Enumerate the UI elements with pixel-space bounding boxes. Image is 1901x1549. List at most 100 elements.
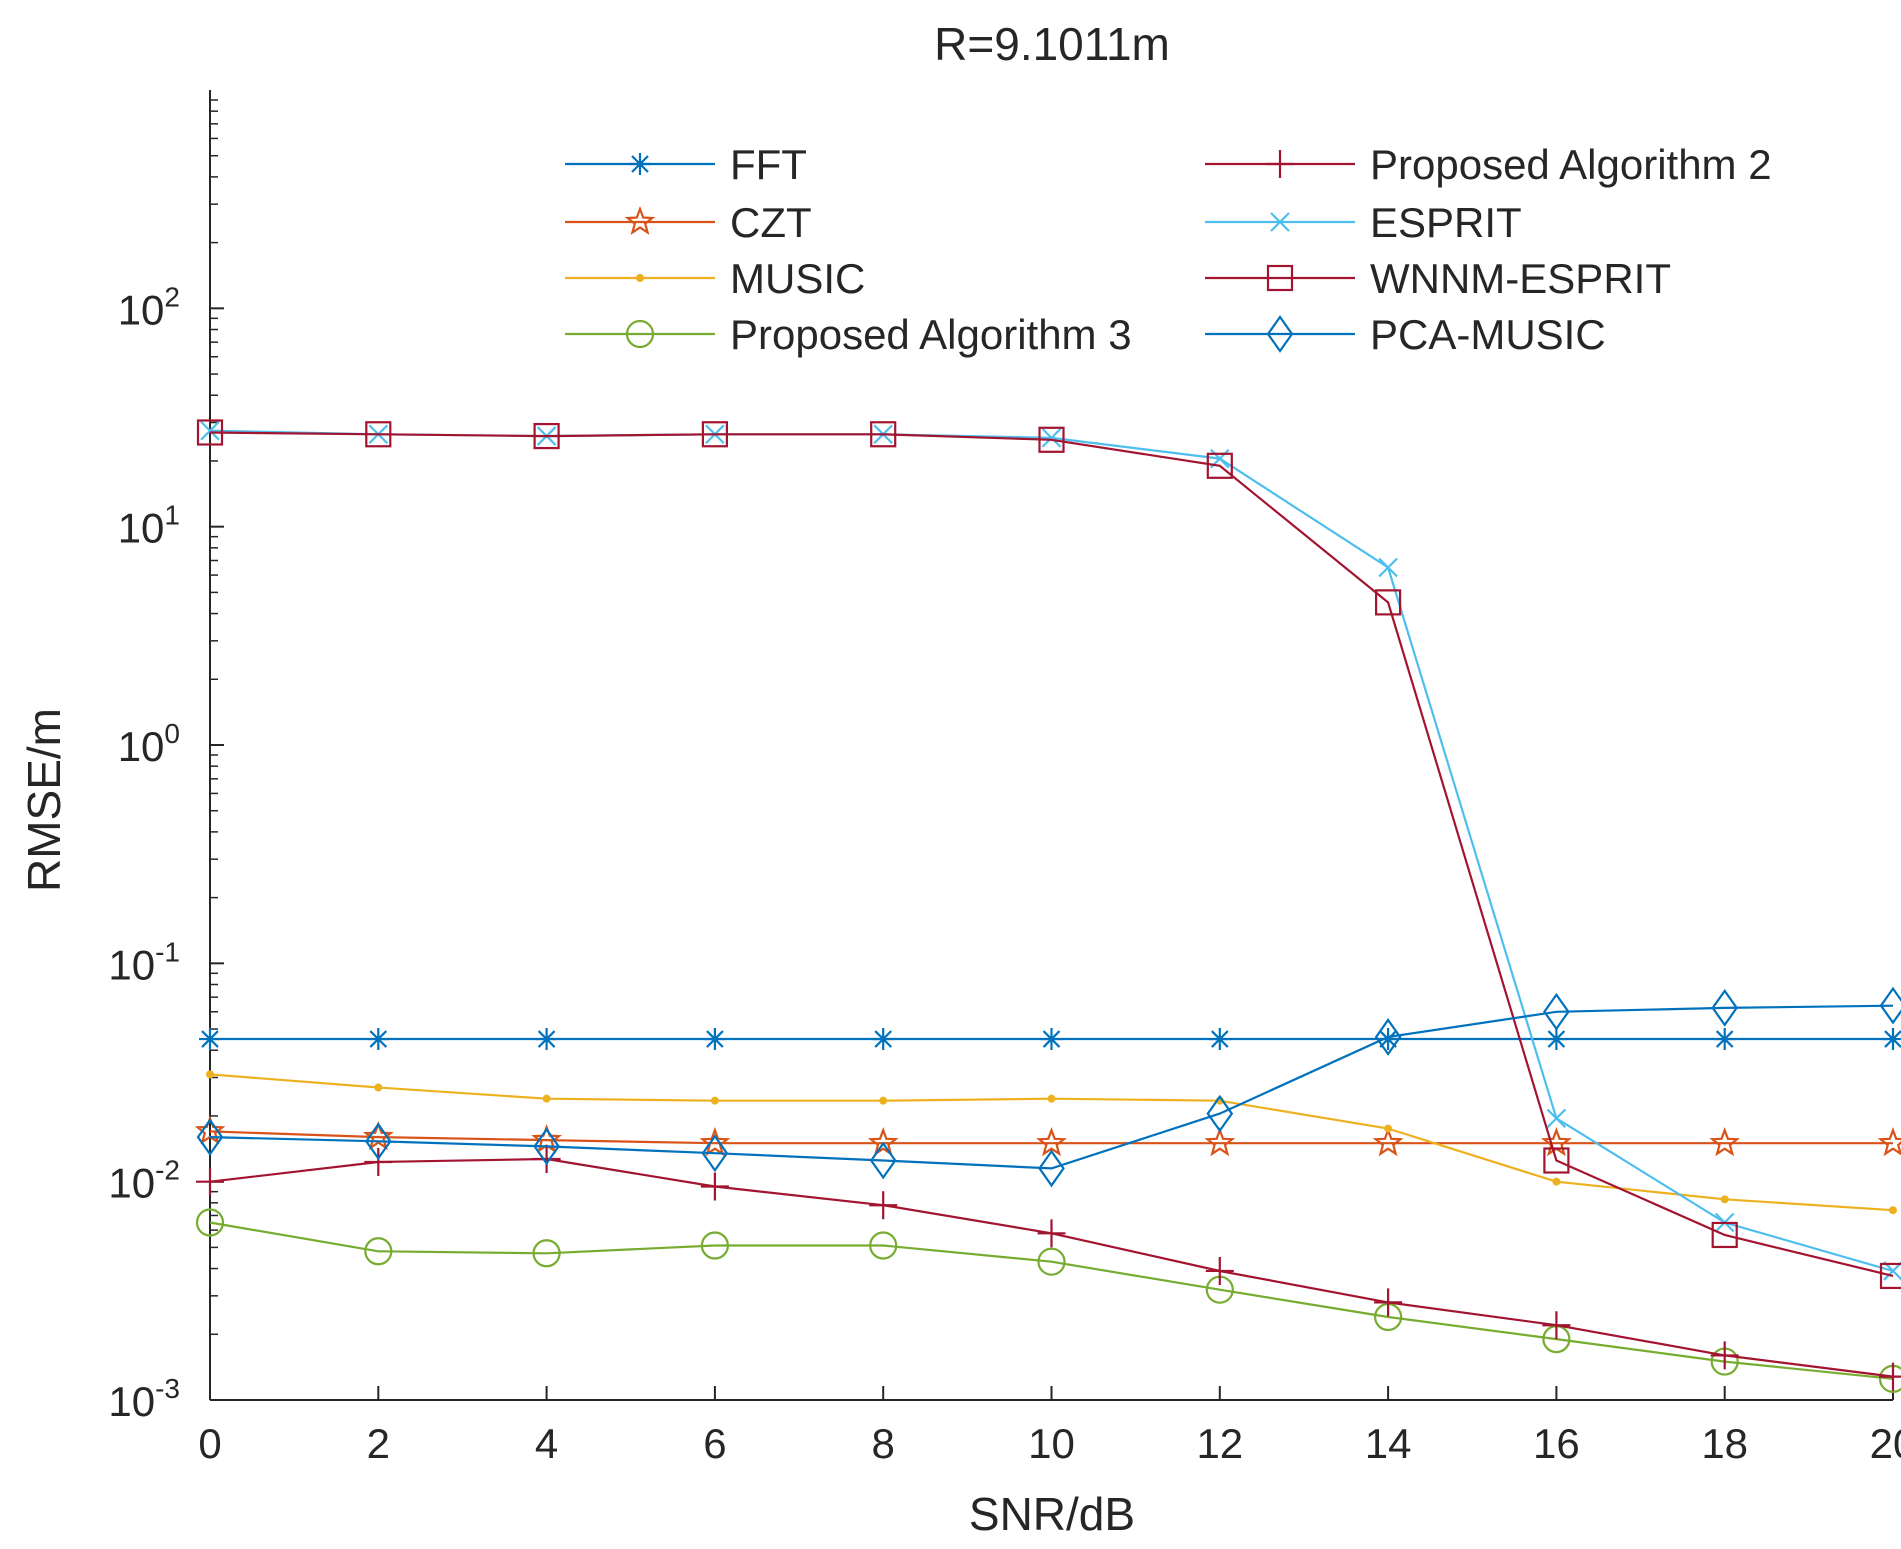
data-point [1542, 1311, 1571, 1340]
data-point [362, 1120, 394, 1151]
x-tick-label: 2 [367, 1420, 390, 1467]
x-tick-label: 8 [872, 1420, 895, 1467]
legend-marker [629, 153, 651, 175]
data-point [1711, 1221, 1738, 1249]
data-point [1047, 1094, 1056, 1103]
data-point [1372, 1127, 1404, 1157]
data-point [196, 419, 224, 446]
series-line [209, 1157, 1894, 1378]
data-point [1713, 1028, 1736, 1051]
y-axis-label: RMSE/m [18, 708, 70, 892]
legend-label: PCA-MUSIC [1370, 311, 1606, 358]
legend-marker [1266, 150, 1294, 178]
data-point [532, 1239, 561, 1268]
legend-entry: MUSIC [565, 255, 865, 302]
data-point [533, 1127, 560, 1166]
legend-label: Proposed Algorithm 3 [730, 311, 1132, 358]
data-point [1040, 1028, 1063, 1051]
legend-entry: ESPRIT [1205, 199, 1522, 246]
data-point [869, 1141, 897, 1180]
legend-entry: CZT [565, 199, 812, 246]
data-point [196, 1167, 224, 1196]
data-point [1205, 1256, 1234, 1285]
data-point [1038, 426, 1065, 453]
legend-entry: WNNM-ESPRIT [1205, 255, 1671, 302]
data-point [364, 1148, 393, 1177]
data-point [532, 1145, 561, 1173]
x-tick-label: 20 [1870, 1420, 1901, 1467]
legend: FFT CZT MUSIC Proposed Algorithm 3 Proposed … [565, 141, 1772, 358]
data-point [1711, 988, 1739, 1027]
x-tick-label: 14 [1365, 1420, 1412, 1467]
data-point [1545, 1028, 1568, 1051]
data-point [1879, 1362, 1901, 1391]
series-wnnm-esprit [196, 419, 1901, 1290]
data-point [1378, 557, 1398, 578]
legend-entry: Proposed Algorithm 3 [565, 311, 1132, 358]
data-point [1710, 1341, 1739, 1370]
legend-label: MUSIC [730, 255, 865, 302]
x-tick-label: 10 [1028, 1420, 1075, 1467]
data-point [1552, 1177, 1561, 1186]
data-point [1879, 986, 1901, 1025]
data-point [870, 421, 897, 448]
x-axis-label: SNR/dB [969, 1488, 1135, 1540]
data-point [869, 1191, 898, 1220]
data-point [701, 1134, 729, 1173]
legend-entry: Proposed Algorithm 2 [1205, 141, 1772, 188]
data-point [1879, 1262, 1901, 1290]
x-tick-label: 6 [703, 1420, 726, 1467]
data-point [1374, 589, 1402, 616]
data-point [1720, 1195, 1729, 1204]
data-point [542, 1094, 551, 1103]
data-point [703, 1028, 726, 1051]
y-tick-label: 10-1 [108, 936, 180, 988]
data-point [1374, 1018, 1402, 1056]
series-line [209, 1221, 1894, 1380]
data-point [1374, 1288, 1403, 1317]
data-point [1882, 1028, 1901, 1051]
legend-entry: PCA-MUSIC [1205, 311, 1606, 358]
legend-entry: FFT [565, 141, 807, 188]
data-point [1208, 1028, 1231, 1051]
data-point [872, 1028, 895, 1051]
legend-marker [624, 205, 656, 236]
legend-label: CZT [730, 199, 812, 246]
data-point [1206, 1094, 1234, 1133]
series-pca-music [196, 986, 1901, 1188]
data-point [701, 421, 729, 448]
data-point [1877, 1127, 1901, 1157]
legend-marker [625, 319, 655, 349]
x-tick-label: 4 [535, 1420, 558, 1467]
x-tick-label: 0 [198, 1420, 221, 1467]
x-tick-label: 16 [1533, 1420, 1580, 1467]
data-point [364, 1122, 392, 1161]
y-tick-label: 100 [118, 718, 180, 770]
series-line [209, 1004, 1894, 1170]
data-point [364, 1237, 393, 1266]
legend-marker [1270, 212, 1290, 232]
axes: 0 2 4 6 8 10 12 14 16 18 20 10-3 10-2 10-1 100 101 102 [108, 90, 1901, 1467]
data-point [1384, 1124, 1393, 1133]
data-point [1037, 1247, 1066, 1276]
legend-label: ESPRIT [1370, 199, 1522, 246]
series-layer [194, 419, 1901, 1393]
data-point [879, 1096, 888, 1105]
data-point [869, 1231, 898, 1260]
series-line [209, 1130, 1893, 1145]
data-point [1041, 428, 1062, 448]
data-point [533, 422, 560, 450]
data-point [1036, 1127, 1067, 1157]
series-proposed-algorithm-3 [195, 1208, 1901, 1393]
data-point [206, 1070, 214, 1079]
data-point [535, 1028, 558, 1051]
series-czt [194, 1115, 1901, 1157]
series-proposed-algorithm-2 [196, 1145, 1901, 1391]
data-point [1377, 1028, 1400, 1051]
data-point [1038, 1149, 1065, 1188]
data-point [1546, 1108, 1567, 1129]
data-point [1543, 1147, 1570, 1174]
data-point [1543, 992, 1570, 1031]
data-point [200, 420, 220, 441]
